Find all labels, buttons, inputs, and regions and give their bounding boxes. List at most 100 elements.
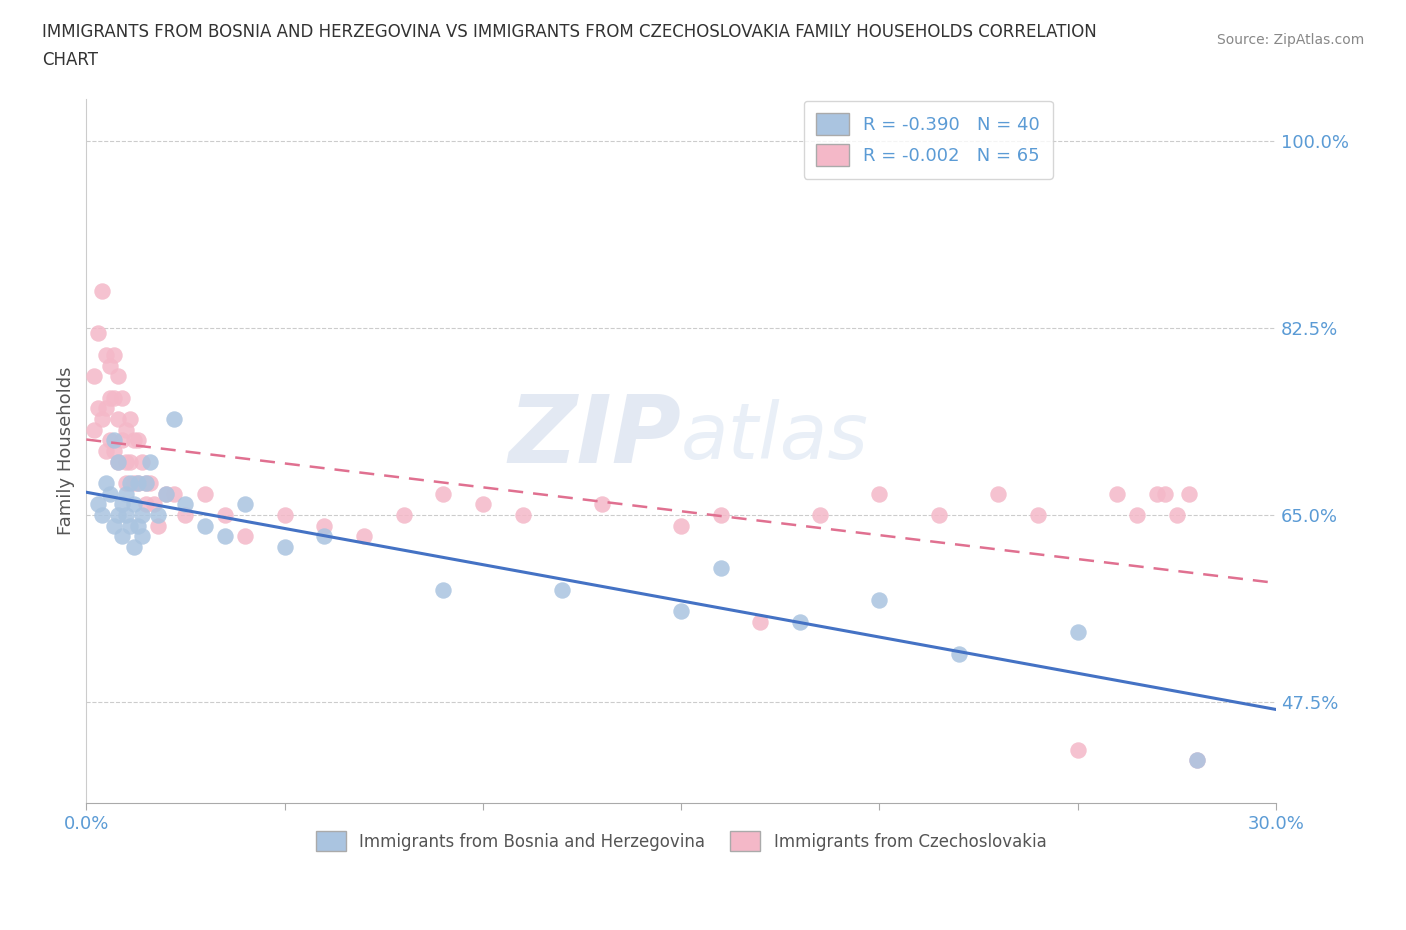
Text: IMMIGRANTS FROM BOSNIA AND HERZEGOVINA VS IMMIGRANTS FROM CZECHOSLOVAKIA FAMILY : IMMIGRANTS FROM BOSNIA AND HERZEGOVINA V… xyxy=(42,23,1097,41)
Point xyxy=(669,604,692,618)
Point xyxy=(710,561,733,576)
Point xyxy=(162,411,184,426)
Point xyxy=(1166,508,1188,523)
Point xyxy=(233,529,256,544)
Point xyxy=(135,497,157,512)
Point xyxy=(314,529,336,544)
Point xyxy=(107,411,129,426)
Point xyxy=(139,454,162,469)
Point xyxy=(115,486,138,501)
Point xyxy=(174,508,197,523)
Point xyxy=(107,454,129,469)
Point xyxy=(1146,486,1168,501)
Point xyxy=(1026,508,1049,523)
Point xyxy=(1126,508,1149,523)
Text: CHART: CHART xyxy=(42,51,98,69)
Point xyxy=(392,508,415,523)
Point xyxy=(107,454,129,469)
Point xyxy=(94,401,117,416)
Point xyxy=(194,518,217,533)
Point xyxy=(118,454,141,469)
Point xyxy=(131,454,153,469)
Point xyxy=(868,486,890,501)
Point xyxy=(194,486,217,501)
Y-axis label: Family Households: Family Households xyxy=(58,366,75,535)
Point xyxy=(233,497,256,512)
Point xyxy=(107,368,129,383)
Point xyxy=(131,529,153,544)
Text: Source: ZipAtlas.com: Source: ZipAtlas.com xyxy=(1216,33,1364,46)
Point xyxy=(118,518,141,533)
Point xyxy=(512,508,534,523)
Text: ZIP: ZIP xyxy=(508,391,681,483)
Point xyxy=(131,508,153,523)
Point xyxy=(146,518,169,533)
Point xyxy=(122,432,145,447)
Point xyxy=(155,486,177,501)
Point xyxy=(928,508,950,523)
Point xyxy=(127,475,149,490)
Point xyxy=(94,444,117,458)
Point xyxy=(103,444,125,458)
Point xyxy=(115,454,138,469)
Point xyxy=(127,475,149,490)
Point xyxy=(127,518,149,533)
Point xyxy=(122,497,145,512)
Point xyxy=(214,529,236,544)
Point xyxy=(111,432,134,447)
Point xyxy=(1185,753,1208,768)
Point xyxy=(174,497,197,512)
Point xyxy=(273,539,295,554)
Point xyxy=(111,390,134,405)
Point xyxy=(710,508,733,523)
Point xyxy=(987,486,1010,501)
Point xyxy=(135,475,157,490)
Point xyxy=(749,614,772,629)
Point xyxy=(111,529,134,544)
Point xyxy=(432,486,454,501)
Point xyxy=(98,432,121,447)
Point xyxy=(83,368,105,383)
Point xyxy=(122,475,145,490)
Point xyxy=(948,646,970,661)
Point xyxy=(103,348,125,363)
Point xyxy=(91,508,114,523)
Point xyxy=(432,582,454,597)
Point xyxy=(107,508,129,523)
Point xyxy=(87,401,110,416)
Point xyxy=(808,508,831,523)
Point xyxy=(868,592,890,607)
Point xyxy=(353,529,375,544)
Point xyxy=(87,497,110,512)
Point xyxy=(135,475,157,490)
Point xyxy=(1154,486,1177,501)
Point xyxy=(155,486,177,501)
Point xyxy=(214,508,236,523)
Point xyxy=(83,422,105,437)
Point xyxy=(314,518,336,533)
Text: atlas: atlas xyxy=(681,399,869,475)
Point xyxy=(103,518,125,533)
Point xyxy=(1185,753,1208,768)
Point xyxy=(98,486,121,501)
Point xyxy=(551,582,574,597)
Point xyxy=(1066,742,1088,757)
Point xyxy=(94,348,117,363)
Point xyxy=(98,390,121,405)
Point xyxy=(273,508,295,523)
Point xyxy=(118,411,141,426)
Point xyxy=(142,497,165,512)
Point xyxy=(1107,486,1129,501)
Point xyxy=(471,497,494,512)
Point xyxy=(1066,625,1088,640)
Point xyxy=(789,614,811,629)
Point xyxy=(94,475,117,490)
Point xyxy=(103,432,125,447)
Point xyxy=(127,432,149,447)
Point xyxy=(115,508,138,523)
Point xyxy=(111,497,134,512)
Point xyxy=(146,508,169,523)
Point xyxy=(91,284,114,299)
Point xyxy=(115,475,138,490)
Point xyxy=(669,518,692,533)
